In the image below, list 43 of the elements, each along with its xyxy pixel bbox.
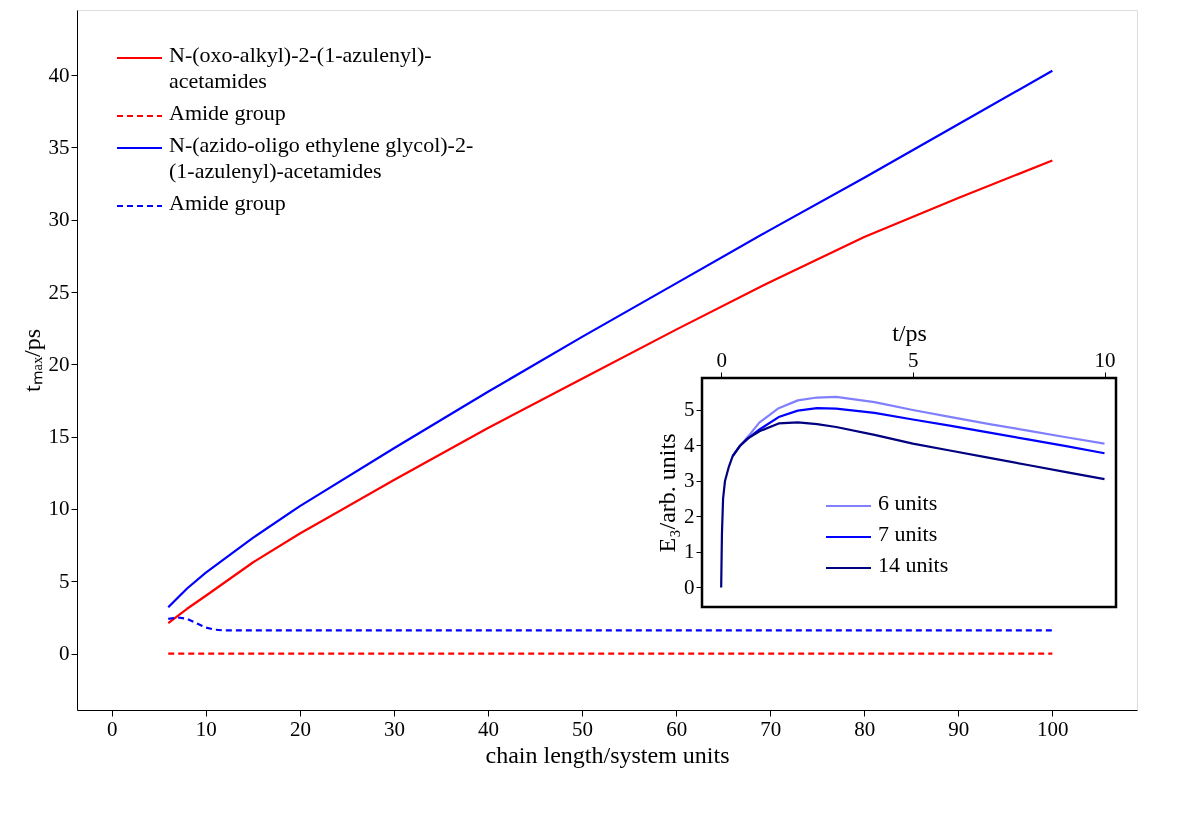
y-tick-label: 25 [48, 279, 70, 304]
line-series [720, 421, 1106, 589]
x-axis-title: t/ps [892, 319, 927, 346]
y-tick-label: 30 [48, 207, 70, 232]
y-tick-label: 3 [684, 468, 695, 493]
y-tick-label: 15 [48, 424, 70, 449]
y-tick-label: 10 [48, 496, 70, 521]
y-tick-label: 35 [48, 134, 70, 159]
y-tick-label: 1 [684, 539, 695, 564]
y-tick-label: 5 [684, 397, 695, 422]
y-tick-label: 40 [48, 62, 70, 87]
y-axis-title: tₘₐₓ/ps [18, 328, 45, 393]
x-tick-label: 40 [478, 716, 500, 741]
legend-label: 6 units [878, 490, 938, 515]
legend-label: N-(oxo-alkyl)-2-(1-azulenyl)-acetamides [169, 42, 432, 93]
y-tick-label: 4 [684, 432, 695, 457]
x-tick-label: 30 [383, 716, 405, 741]
line-series [167, 159, 1054, 625]
y-axis-title: E₃/arb. units [654, 433, 680, 553]
x-tick-label: 80 [854, 716, 876, 741]
legend-label: N-(azido-oligo ethylene glycol)-2-(1-azulenyl)-acetamides [169, 132, 474, 183]
x-tick-label: 10 [1094, 347, 1116, 372]
line-series [167, 69, 1054, 609]
x-tick-label: 70 [760, 716, 782, 741]
legend-label: Amide group [169, 190, 286, 215]
x-tick-label: 10 [195, 716, 217, 741]
x-tick-label: 60 [666, 716, 688, 741]
legend-label: 14 units [878, 552, 949, 577]
x-tick-label: 20 [289, 716, 311, 741]
y-tick-label: 5 [59, 568, 70, 593]
legend-label: 7 units [878, 521, 938, 546]
y-tick-label: 0 [684, 574, 695, 599]
y-tick-label: 0 [59, 641, 70, 666]
x-tick-label: 0 [716, 347, 727, 372]
y-tick-label: 2 [684, 503, 695, 528]
x-tick-label: 50 [572, 716, 594, 741]
legend-label: Amide group [169, 100, 286, 125]
x-axis-title: chain length/system units [485, 741, 730, 768]
x-tick-label: 90 [948, 716, 970, 741]
x-tick-label: 5 [908, 347, 919, 372]
x-tick-label: 100 [1037, 716, 1069, 741]
x-tick-label: 0 [107, 716, 118, 741]
line-series [167, 616, 1054, 632]
